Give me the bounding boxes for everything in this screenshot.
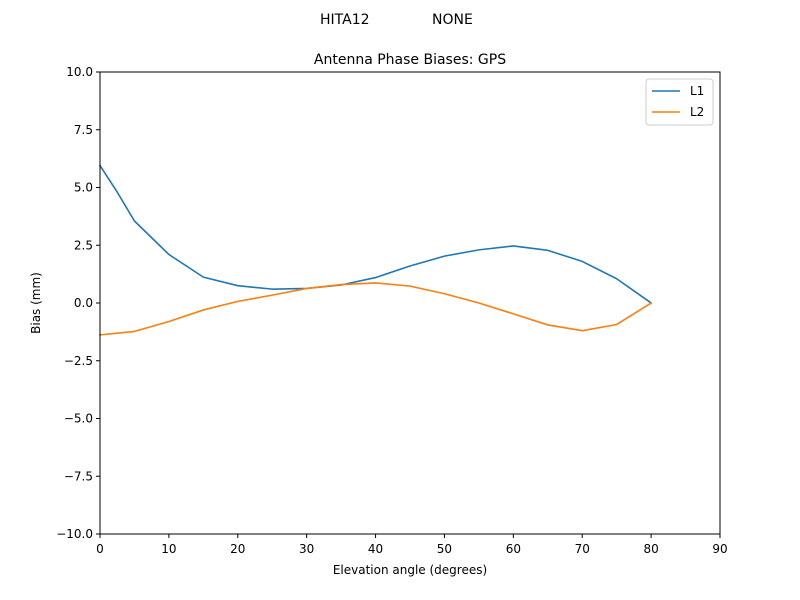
y-axis-ticks: −10.0 −7.5 −5.0 −2.5 0.0 2.5 5.0 7.5 10.0 — [56, 65, 100, 541]
y-tick-label: −5.0 — [64, 412, 93, 426]
x-axis-ticks: 0 10 20 30 40 50 60 70 80 90 — [96, 534, 728, 556]
y-tick-label: 2.5 — [74, 238, 93, 252]
legend-label-l2: L2 — [690, 105, 704, 119]
x-tick-label: 20 — [230, 542, 245, 556]
y-tick-label: −7.5 — [64, 469, 93, 483]
y-tick-label: 7.5 — [74, 123, 93, 137]
legend-label-l1: L1 — [690, 84, 704, 98]
legend: L1 L2 — [645, 78, 714, 126]
x-tick-label: 90 — [712, 542, 727, 556]
chart-title: Antenna Phase Biases: GPS — [314, 52, 506, 68]
x-tick-label: 10 — [161, 542, 176, 556]
x-axis-label: Elevation angle (degrees) — [333, 563, 487, 577]
plot-area — [98, 71, 721, 535]
y-tick-label: −10.0 — [56, 527, 93, 541]
x-tick-label: 50 — [437, 542, 452, 556]
x-tick-label: 40 — [368, 542, 383, 556]
axes-frame — [99, 71, 721, 535]
series-layer — [98, 164, 653, 336]
series-line-l1 — [98, 164, 653, 305]
series-line-l2 — [99, 282, 653, 336]
y-tick-label: 0.0 — [74, 296, 93, 310]
y-tick-label: −2.5 — [64, 354, 93, 368]
x-tick-label: 80 — [643, 542, 658, 556]
suptitle-antenna: NONE — [432, 12, 473, 28]
figure-suptitle: HITA12 NONE — [320, 12, 473, 28]
x-tick-label: 60 — [506, 542, 521, 556]
x-tick-label: 0 — [96, 542, 104, 556]
y-axis-label: Bias (mm) — [29, 272, 43, 334]
x-tick-label: 30 — [299, 542, 314, 556]
suptitle-station: HITA12 — [320, 12, 370, 28]
y-tick-label: 5.0 — [74, 181, 93, 195]
x-tick-label: 70 — [575, 542, 590, 556]
y-tick-label: 10.0 — [66, 65, 93, 79]
